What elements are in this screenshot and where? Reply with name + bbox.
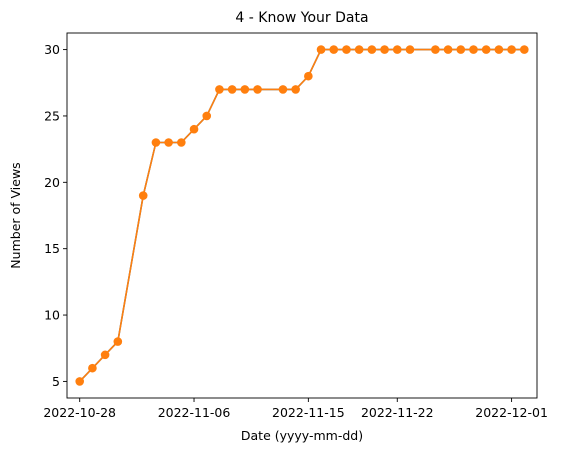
data-point xyxy=(75,377,84,386)
data-point xyxy=(253,85,262,94)
x-tick-label: 2022-11-06 xyxy=(158,405,231,420)
data-point xyxy=(316,45,326,54)
plot-area xyxy=(75,45,529,386)
data-point xyxy=(380,45,389,54)
data-point xyxy=(520,45,529,54)
y-axis-label: Number of Views xyxy=(8,162,23,268)
y-tick-label: 25 xyxy=(44,108,60,123)
data-point xyxy=(342,45,351,54)
data-point xyxy=(215,85,224,94)
x-tick-label: 2022-11-22 xyxy=(361,405,434,420)
series-underlay-line xyxy=(79,48,525,382)
data-point xyxy=(113,337,123,346)
data-point xyxy=(507,45,516,54)
data-point xyxy=(405,45,415,54)
data-point xyxy=(329,45,339,54)
data-point xyxy=(354,45,364,54)
data-point xyxy=(138,191,148,200)
y-tick-label: 5 xyxy=(52,374,60,389)
data-point xyxy=(240,85,250,94)
x-tick-label: 2022-10-28 xyxy=(43,405,116,420)
y-tick-label: 15 xyxy=(44,241,60,256)
data-point xyxy=(291,85,300,94)
y-tick-label: 10 xyxy=(44,308,60,323)
data-point xyxy=(443,45,453,54)
y-axis: 5 10 15 20 25 30 xyxy=(44,42,67,389)
x-tick-label: 2022-12-01 xyxy=(475,405,548,420)
data-point xyxy=(151,138,161,147)
data-point xyxy=(189,124,199,134)
data-point xyxy=(164,138,173,147)
chart-title: 4 - Know Your Data xyxy=(235,10,368,26)
plot-frame xyxy=(66,32,538,399)
series-line xyxy=(79,48,525,382)
data-point xyxy=(367,45,377,54)
data-point xyxy=(469,45,478,54)
data-point xyxy=(177,138,186,147)
data-point xyxy=(481,45,491,54)
data-point xyxy=(494,45,504,54)
data-point xyxy=(227,85,237,94)
data-point xyxy=(431,45,440,54)
data-point xyxy=(456,45,466,54)
data-point xyxy=(88,363,97,373)
data-point xyxy=(202,111,212,121)
x-axis: 2022-10-28 2022-11-06 2022-11-15 2022-11-22… xyxy=(43,398,548,420)
data-point xyxy=(304,71,313,81)
x-axis-label: Date (yyyy-mm-dd) xyxy=(241,428,363,443)
data-point xyxy=(392,45,402,54)
y-tick-label: 30 xyxy=(44,42,60,57)
data-point xyxy=(278,85,288,94)
x-tick-label: 2022-11-15 xyxy=(272,405,345,420)
y-tick-label: 20 xyxy=(44,175,60,190)
data-point xyxy=(100,350,110,360)
